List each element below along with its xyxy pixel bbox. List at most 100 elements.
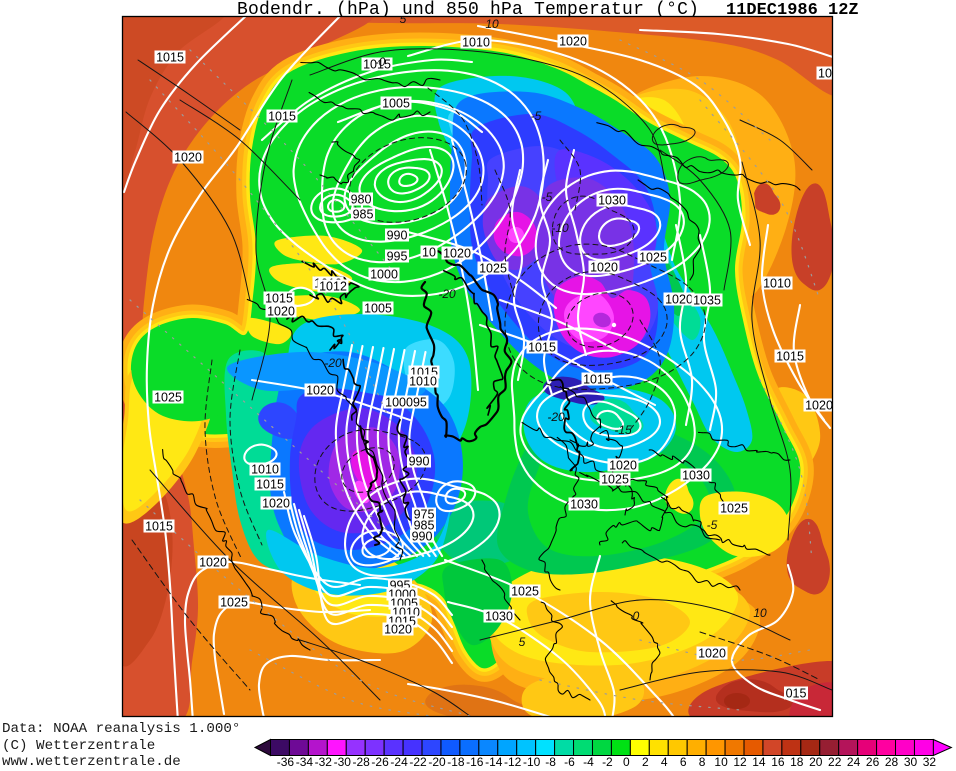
svg-text:-24: -24 [390, 755, 408, 768]
svg-text:10: 10 [818, 67, 832, 81]
svg-text:1000: 1000 [370, 268, 398, 282]
svg-text:-32: -32 [315, 755, 333, 768]
svg-text:4: 4 [661, 755, 668, 768]
svg-text:12: 12 [733, 755, 747, 768]
svg-text:-20: -20 [324, 356, 342, 370]
svg-text:1025: 1025 [639, 251, 667, 265]
svg-text:-5: -5 [707, 518, 718, 532]
svg-text:1025: 1025 [601, 473, 629, 487]
svg-text:1020: 1020 [805, 399, 833, 413]
svg-text:1020: 1020 [665, 293, 693, 307]
svg-text:1020: 1020 [609, 459, 637, 473]
svg-text:18: 18 [790, 755, 804, 768]
svg-text:6: 6 [680, 755, 687, 768]
svg-text:-18: -18 [447, 755, 465, 768]
svg-text:1020: 1020 [174, 151, 202, 165]
svg-text:1020: 1020 [384, 623, 412, 637]
svg-text:-22: -22 [409, 755, 427, 768]
svg-text:985: 985 [414, 519, 435, 533]
svg-text:990: 990 [412, 530, 433, 544]
svg-text:26: 26 [866, 755, 880, 768]
svg-text:10: 10 [753, 606, 767, 620]
svg-text:1020: 1020 [698, 647, 726, 661]
svg-text:-20: -20 [547, 410, 565, 424]
svg-text:5: 5 [519, 635, 526, 649]
svg-text:1005: 1005 [364, 302, 392, 316]
svg-text:1025: 1025 [511, 585, 539, 599]
svg-text:1020: 1020 [267, 305, 295, 319]
svg-text:-14: -14 [485, 755, 503, 768]
svg-text:-34: -34 [296, 755, 314, 768]
svg-text:-16: -16 [466, 755, 484, 768]
svg-text:-20: -20 [428, 755, 446, 768]
svg-text:28: 28 [885, 755, 899, 768]
svg-text:0: 0 [623, 755, 630, 768]
svg-text:-30: -30 [334, 755, 352, 768]
svg-text:-5: -5 [531, 109, 542, 123]
svg-text:1010: 1010 [763, 277, 791, 291]
svg-text:-20: -20 [438, 287, 456, 301]
svg-text:1010: 1010 [409, 375, 437, 389]
svg-text:1020: 1020 [559, 35, 587, 49]
svg-text:975: 975 [414, 508, 435, 522]
svg-text:990: 990 [409, 455, 430, 469]
svg-text:1030: 1030 [485, 610, 513, 624]
svg-text:32: 32 [923, 755, 937, 768]
svg-text:8: 8 [699, 755, 706, 768]
svg-text:990: 990 [387, 229, 408, 243]
svg-text:1015: 1015 [265, 292, 293, 306]
svg-text:980: 980 [351, 193, 372, 207]
svg-text:1015: 1015 [776, 350, 804, 364]
svg-text:2: 2 [642, 755, 649, 768]
svg-text:10: 10 [485, 17, 499, 31]
svg-text:1025: 1025 [154, 391, 182, 405]
svg-text:1015: 1015 [156, 51, 184, 65]
svg-text:1025: 1025 [220, 596, 248, 610]
svg-text:-28: -28 [353, 755, 371, 768]
svg-text:1015: 1015 [256, 478, 284, 492]
svg-text:16: 16 [771, 755, 785, 768]
svg-text:-10: -10 [523, 755, 541, 768]
svg-text:-36: -36 [277, 755, 295, 768]
svg-text:1012: 1012 [319, 280, 347, 294]
svg-text:1025: 1025 [720, 502, 748, 516]
svg-text:1020: 1020 [590, 261, 618, 275]
svg-text:-5: -5 [542, 190, 553, 204]
svg-text:-2: -2 [602, 755, 613, 768]
svg-text:1035: 1035 [693, 294, 721, 308]
svg-text:14: 14 [752, 755, 766, 768]
svg-text:100095: 100095 [385, 396, 427, 410]
svg-text:1015: 1015 [363, 58, 391, 72]
svg-text:22: 22 [828, 755, 842, 768]
svg-text:10: 10 [714, 755, 728, 768]
svg-text:1015: 1015 [528, 341, 556, 355]
svg-text:-26: -26 [371, 755, 389, 768]
svg-text:1015: 1015 [268, 110, 296, 124]
svg-text:1020: 1020 [443, 247, 471, 261]
svg-text:-6: -6 [564, 755, 575, 768]
svg-text:1020: 1020 [306, 384, 334, 398]
svg-text:1005: 1005 [382, 97, 410, 111]
svg-text:30: 30 [904, 755, 918, 768]
svg-text:-8: -8 [545, 755, 556, 768]
svg-text:10: 10 [422, 246, 436, 260]
svg-text:0: 0 [633, 609, 640, 623]
svg-text:1025: 1025 [479, 262, 507, 276]
svg-text:-4: -4 [583, 755, 594, 768]
svg-text:-12: -12 [504, 755, 522, 768]
svg-text:20: 20 [809, 755, 823, 768]
svg-text:015: 015 [786, 687, 807, 701]
svg-text:1030: 1030 [570, 498, 598, 512]
svg-text:985: 985 [353, 208, 374, 222]
svg-text:1020: 1020 [199, 556, 227, 570]
svg-text:1015: 1015 [145, 520, 173, 534]
svg-text:-10: -10 [551, 221, 569, 235]
svg-text:1020: 1020 [262, 497, 290, 511]
svg-text:1015: 1015 [583, 373, 611, 387]
svg-text:995: 995 [387, 250, 408, 264]
svg-text:1010: 1010 [462, 36, 490, 50]
svg-text:-15: -15 [614, 423, 632, 437]
svg-text:1030: 1030 [682, 469, 710, 483]
svg-text:1010: 1010 [251, 463, 279, 477]
svg-text:24: 24 [847, 755, 861, 768]
